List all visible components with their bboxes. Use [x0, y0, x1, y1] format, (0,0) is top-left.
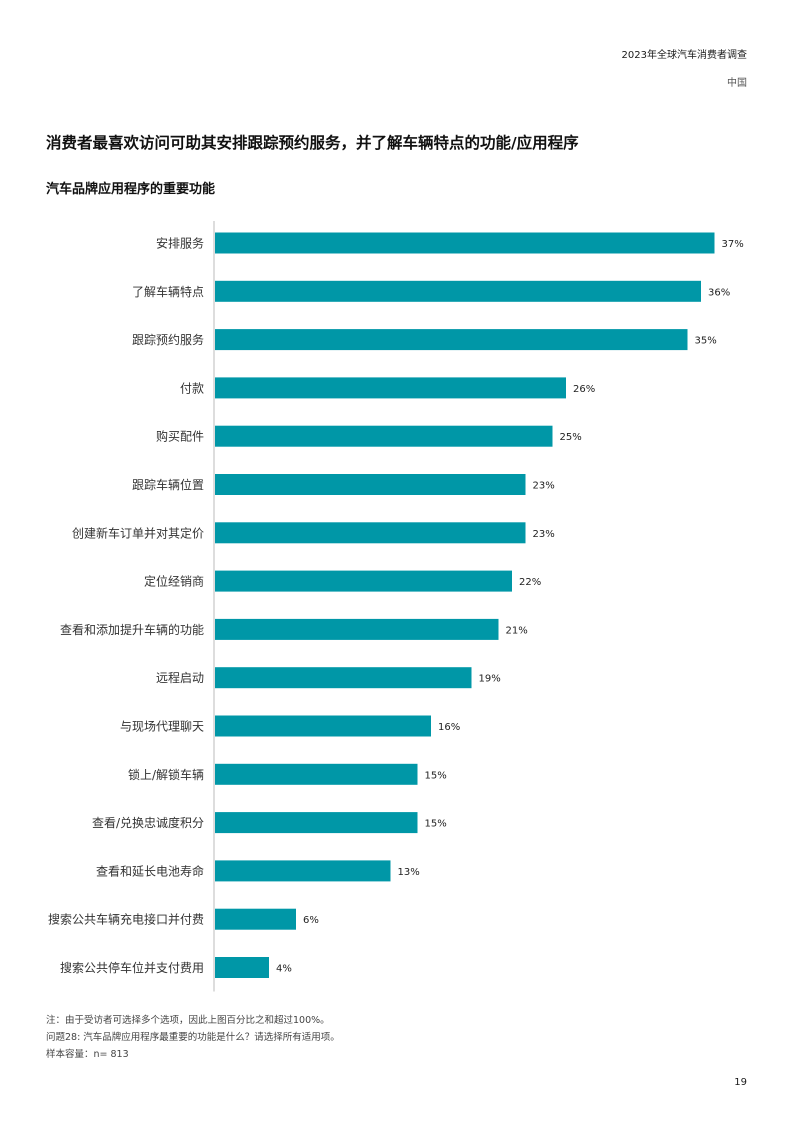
category-label: 查看和添加提升车辆的功能 — [60, 622, 204, 637]
category-label: 购买配件 — [156, 429, 204, 444]
value-label: 23% — [533, 481, 555, 492]
value-label: 23% — [533, 529, 555, 540]
category-label: 查看/兑换忠诚度积分 — [92, 815, 204, 830]
category-label: 查看和延长电池寿命 — [96, 863, 204, 878]
question-text: 问题28: 汽车品牌应用程序最重要的功能是什么？请选择所有适用项。 — [46, 1032, 340, 1043]
value-label: 35% — [695, 336, 717, 347]
value-label: 15% — [425, 819, 447, 830]
bar — [215, 812, 418, 834]
bar — [215, 957, 269, 978]
value-label: 16% — [438, 722, 460, 733]
category-label: 安排服务 — [156, 236, 204, 251]
category-label: 跟踪预约服务 — [132, 332, 204, 347]
category-label: 搜索公共停车位并支付费用 — [60, 960, 204, 975]
note-text: 注：由于受访者可选择多个选项，因此上图百分比之和超过100%。 — [46, 1015, 330, 1026]
bar — [215, 860, 391, 882]
category-label: 搜索公共车辆充电接口并付费 — [48, 912, 204, 927]
bar — [215, 474, 526, 495]
bar — [215, 570, 512, 592]
chart-title: 汽车品牌应用程序的重要功能 — [46, 182, 216, 197]
value-label: 4% — [276, 964, 292, 975]
bar — [215, 908, 296, 930]
value-label: 15% — [425, 770, 447, 781]
value-label: 25% — [560, 432, 582, 443]
value-label: 6% — [303, 915, 319, 926]
bar — [215, 425, 553, 447]
bar — [215, 763, 418, 785]
category-label: 远程启动 — [156, 670, 204, 685]
bar — [215, 667, 472, 689]
page-number: 19 — [734, 1077, 747, 1088]
bar — [215, 715, 431, 737]
report-title: 2023年全球汽车消费者调查 — [621, 50, 747, 61]
sample-size-text: 样本容量：n= 813 — [46, 1049, 129, 1060]
value-label: 22% — [519, 577, 541, 588]
category-label: 定位经销商 — [144, 574, 204, 589]
bar — [215, 232, 715, 254]
value-label: 37% — [722, 239, 744, 250]
category-label: 锁上/解锁车辆 — [128, 767, 204, 782]
bar — [215, 618, 499, 640]
category-label: 与现场代理聊天 — [120, 720, 204, 734]
value-label: 13% — [398, 867, 420, 878]
value-label: 19% — [479, 674, 501, 685]
category-label: 跟踪车辆位置 — [132, 477, 204, 492]
bar — [215, 329, 688, 351]
category-label: 付款 — [180, 381, 204, 395]
value-label: 26% — [573, 384, 595, 395]
bar — [215, 280, 701, 302]
value-label: 36% — [708, 287, 730, 298]
category-label: 了解车辆特点 — [132, 284, 204, 299]
category-label: 创建新车订单并对其定价 — [72, 525, 204, 540]
bar — [215, 377, 566, 399]
bar — [215, 522, 526, 544]
chart-notes: 注：由于受访者可选择多个选项，因此上图百分比之和超过100%。 问题28: 汽车… — [46, 1012, 340, 1063]
region-label: 中国 — [727, 78, 747, 89]
page-title: 消费者最喜欢访问可助其安排跟踪预约服务，并了解车辆特点的功能/应用程序 — [46, 134, 579, 152]
value-label: 21% — [506, 625, 528, 636]
